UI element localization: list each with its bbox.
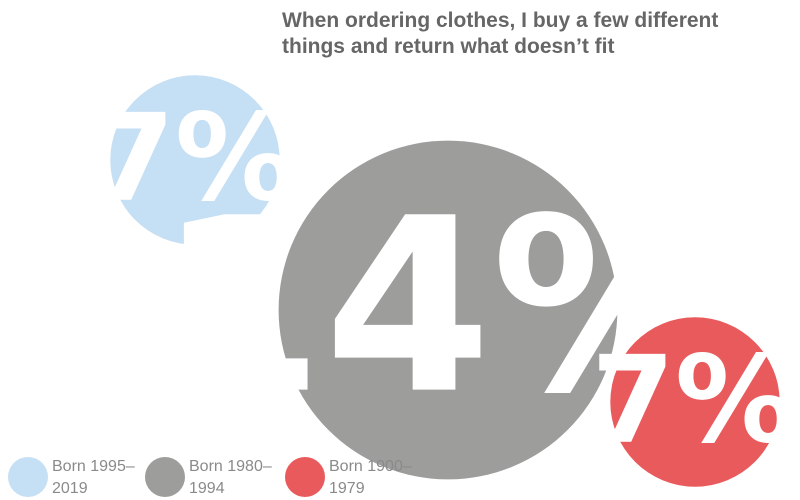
bubble-label: 7% — [91, 88, 295, 228]
bubble — [610, 317, 780, 487]
legend-label: Born 1900–1979 — [329, 458, 412, 497]
legend-label: Born 1980–1994 — [189, 458, 272, 497]
legend-swatch — [285, 457, 325, 497]
legend-swatch — [8, 457, 48, 497]
bubble-label: 7% — [591, 330, 795, 470]
chart-title: When ordering clothes, I buy a few diffe… — [282, 9, 719, 58]
bubble — [278, 140, 618, 480]
legend-swatch — [145, 457, 185, 497]
bubble — [110, 75, 280, 245]
legend-label: Born 1995–2019 — [52, 458, 135, 497]
